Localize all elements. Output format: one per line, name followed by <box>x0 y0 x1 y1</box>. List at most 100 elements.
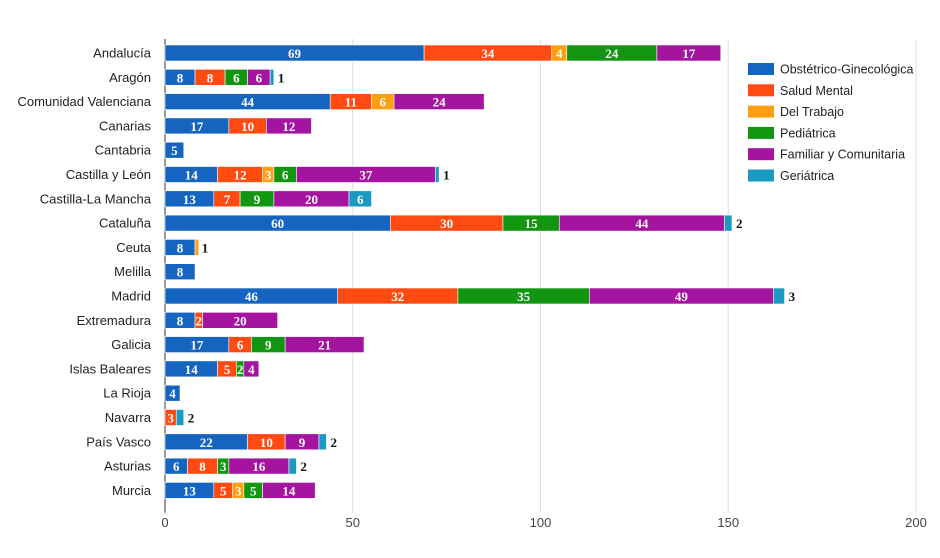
category-label: Murcia <box>112 483 152 498</box>
data-label: 12 <box>234 168 247 183</box>
data-label: 10 <box>260 435 273 450</box>
category-label: País Vasco <box>86 434 151 449</box>
data-label: 20 <box>234 313 247 328</box>
data-label: 16 <box>252 459 266 474</box>
data-label: 24 <box>433 95 447 110</box>
data-label: 7 <box>224 192 231 207</box>
data-label: 14 <box>185 362 199 377</box>
data-label: 9 <box>254 192 261 207</box>
data-label: 15 <box>525 216 539 231</box>
bar-obstetrico-ginecologica <box>164 141 185 159</box>
data-label: 14 <box>282 483 296 498</box>
category-label: Extremadura <box>77 313 152 328</box>
data-label: 17 <box>682 46 696 61</box>
bar-familiar-y-comunitaria <box>393 93 485 110</box>
legend: Obstétrico-Ginecológica Salud Mental Del T… <box>748 63 913 183</box>
data-label: 44 <box>241 95 255 110</box>
data-label: 8 <box>177 70 184 85</box>
category-labels: Andalucía Aragón Comunidad Valenciana Canar… <box>18 46 152 498</box>
data-label: 12 <box>282 119 295 134</box>
data-label: 6 <box>237 338 244 353</box>
category-label: Galicia <box>111 337 152 352</box>
category-label: Melilla <box>114 264 152 279</box>
bar-del-trabajo <box>194 239 200 256</box>
legend-label: Obstétrico-Ginecológica <box>780 63 913 77</box>
legend-swatch-obstetrico-ginecologica <box>748 63 774 75</box>
category-label: La Rioja <box>103 386 151 401</box>
bar-geriatrica <box>435 166 440 183</box>
data-label: 5 <box>171 143 178 158</box>
bar-familiar-y-comunitaria <box>202 311 278 329</box>
data-label: 2 <box>196 313 203 328</box>
legend-label: Geriátrica <box>780 169 834 183</box>
x-tick-label: 200 <box>905 515 927 530</box>
data-label: 5 <box>220 483 227 498</box>
bar-obstetrico-ginecologica <box>164 384 181 402</box>
data-label: 5 <box>250 483 257 498</box>
data-label: 4 <box>169 386 176 401</box>
data-label: 2 <box>237 362 244 377</box>
data-label: 6 <box>233 70 240 85</box>
legend-label: Salud Mental <box>780 84 853 98</box>
data-label: 69 <box>288 46 302 61</box>
data-label: 2 <box>300 459 307 474</box>
data-label: 46 <box>245 289 259 304</box>
category-label: Andalucía <box>93 46 152 61</box>
data-label: 3 <box>789 289 796 304</box>
legend-swatch-familiar-y-comunitaria <box>748 148 774 161</box>
data-label: 21 <box>318 338 331 353</box>
legend-swatch-salud-mental <box>748 84 774 97</box>
category-label: Madrid <box>111 289 151 304</box>
data-label: 3 <box>235 483 242 498</box>
data-label: 4 <box>556 46 563 61</box>
data-label: 14 <box>185 168 199 183</box>
bar-familiar-y-comunitaria <box>243 360 260 378</box>
data-label: 8 <box>207 70 214 85</box>
bar-geriatrica <box>773 287 785 305</box>
data-label: 49 <box>675 289 689 304</box>
legend-swatch-del-trabajo <box>748 105 774 118</box>
data-label: 6 <box>173 459 180 474</box>
bar-geriatrica <box>318 433 327 451</box>
data-label: 8 <box>177 240 184 255</box>
data-label: 32 <box>391 289 404 304</box>
data-label: 17 <box>190 338 204 353</box>
x-tick-label: 150 <box>717 515 739 530</box>
legend-label: Pediátrica <box>780 126 836 140</box>
data-label: 3 <box>220 459 227 474</box>
data-label: 2 <box>330 435 337 450</box>
bar-obstetrico-ginecologica <box>164 263 196 281</box>
data-label: 5 <box>224 362 231 377</box>
data-label: 6 <box>357 192 364 207</box>
data-label: 13 <box>183 192 197 207</box>
data-label: 17 <box>190 119 204 134</box>
bar-geriatrica <box>269 69 275 86</box>
category-label: Comunidad Valenciana <box>18 94 152 109</box>
data-label: 6 <box>380 95 387 110</box>
bar-familiar-y-comunitaria <box>284 336 365 353</box>
data-label: 4 <box>248 362 255 377</box>
bar-familiar-y-comunitaria <box>266 117 312 135</box>
data-label: 2 <box>736 216 743 231</box>
x-tick-label: 50 <box>346 515 360 530</box>
data-label: 22 <box>200 435 213 450</box>
data-label: 30 <box>440 216 453 231</box>
bar-geriatrica <box>724 214 733 232</box>
data-label: 1 <box>443 168 450 183</box>
bar-geriatrica <box>288 457 297 475</box>
category-label: Aragón <box>109 70 151 85</box>
category-label: Castilla-La Mancha <box>40 191 152 206</box>
data-label: 37 <box>359 168 373 183</box>
data-label: 1 <box>202 240 209 255</box>
data-label: 9 <box>299 435 306 450</box>
legend-swatch-pediatrica <box>748 126 774 139</box>
data-label: 11 <box>345 95 357 110</box>
data-label: 20 <box>305 192 318 207</box>
x-axis-ticks: 0 50 100 150 200 <box>161 515 926 530</box>
data-label: 35 <box>517 289 531 304</box>
data-label: 6 <box>282 168 289 183</box>
data-label: 8 <box>177 313 184 328</box>
data-label: 13 <box>183 483 197 498</box>
